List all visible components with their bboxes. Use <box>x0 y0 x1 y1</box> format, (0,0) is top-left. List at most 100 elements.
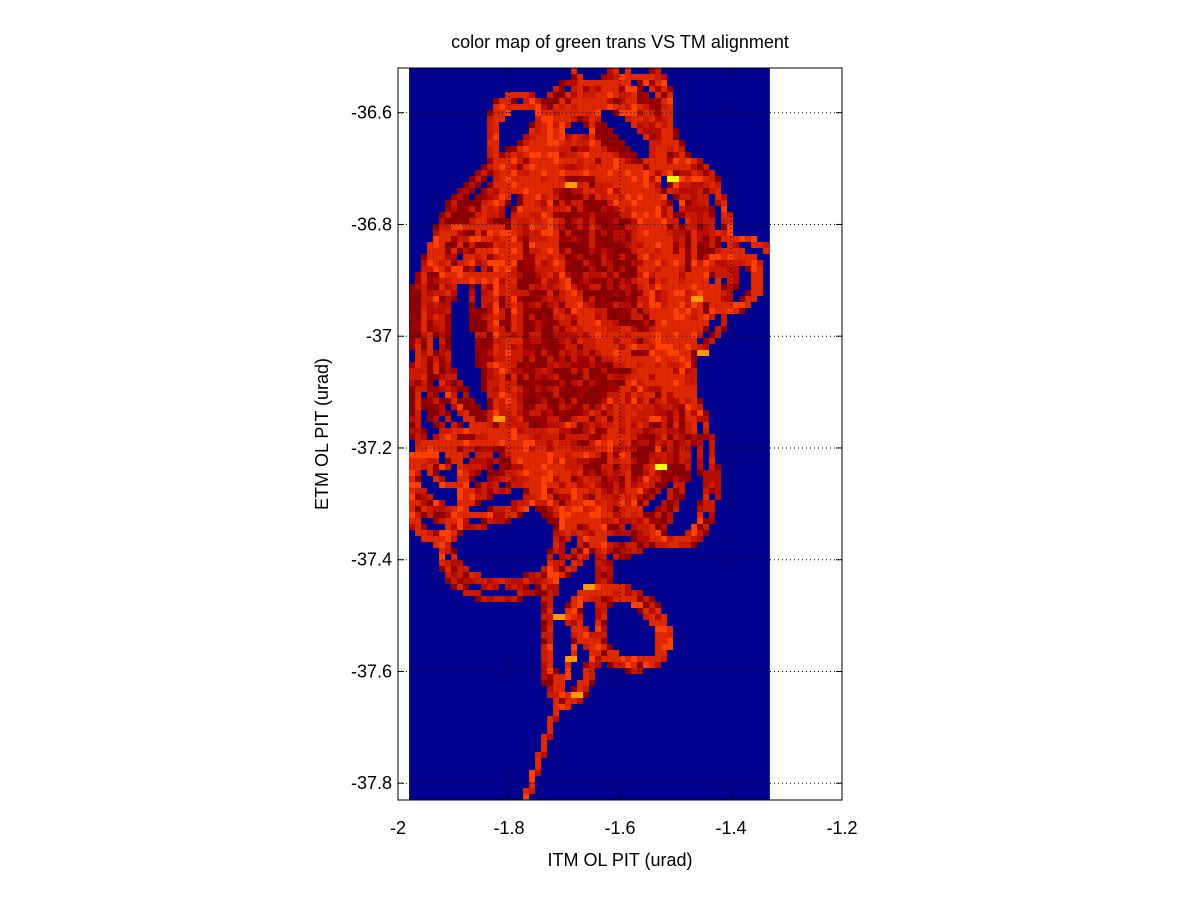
heatmap-cell <box>649 542 656 548</box>
heatmap-cell <box>589 500 596 506</box>
heatmap-cell <box>667 512 674 518</box>
heatmap-cell <box>499 356 506 362</box>
heatmap-cell <box>607 296 614 302</box>
heatmap-cell <box>505 326 512 332</box>
heatmap-cell <box>583 116 590 122</box>
heatmap-cell <box>415 482 422 488</box>
heatmap-cell <box>685 290 692 296</box>
heatmap-cell <box>655 194 662 200</box>
heatmap-cell <box>535 434 542 440</box>
heatmap-cell <box>577 446 584 452</box>
heatmap-cell <box>643 92 650 98</box>
heatmap-cell <box>517 272 524 278</box>
heatmap-cell <box>673 338 680 344</box>
heatmap-cell <box>529 272 536 278</box>
heatmap-cell <box>589 440 596 446</box>
heatmap-cell <box>583 500 590 506</box>
heatmap-cell <box>703 470 710 476</box>
heatmap-cell <box>643 242 650 248</box>
heatmap-cell <box>505 110 512 116</box>
heatmap-cell <box>493 488 500 494</box>
heatmap-cell <box>631 230 638 236</box>
heatmap-cell <box>637 542 644 548</box>
heatmap-cell <box>553 446 560 452</box>
heatmap-cell <box>475 176 482 182</box>
heatmap-cell <box>565 356 572 362</box>
heatmap-cell <box>739 236 746 242</box>
heatmap-cell <box>595 362 602 368</box>
heatmap-cell <box>439 212 446 218</box>
heatmap-cell <box>637 488 644 494</box>
heatmap-cell <box>679 320 686 326</box>
heatmap-cell <box>601 212 608 218</box>
heatmap-cell <box>505 482 512 488</box>
heatmap-cell <box>505 506 512 512</box>
heatmap-cell <box>673 266 680 272</box>
heatmap-cell <box>625 356 632 362</box>
heatmap-cell <box>559 692 566 698</box>
heatmap-cell <box>619 458 626 464</box>
heatmap-cell <box>457 200 464 206</box>
heatmap-cell <box>607 158 614 164</box>
heatmap-cell <box>511 302 518 308</box>
heatmap-cell <box>637 104 644 110</box>
heatmap-cell <box>643 536 650 542</box>
heatmap-cell <box>499 452 506 458</box>
heatmap-cell <box>517 164 524 170</box>
heatmap-cell <box>499 476 506 482</box>
heatmap-cell <box>565 254 572 260</box>
heatmap-cell <box>619 332 626 338</box>
heatmap-cell <box>451 404 458 410</box>
heatmap-cell <box>601 224 608 230</box>
heatmap-cell <box>721 200 728 206</box>
heatmap-cell <box>595 320 602 326</box>
heatmap-cell <box>487 386 494 392</box>
heatmap-cell <box>487 266 494 272</box>
heatmap-cell <box>691 248 698 254</box>
heatmap-cell <box>685 392 692 398</box>
heatmap-cell <box>517 506 524 512</box>
heatmap-cell <box>409 398 416 404</box>
heatmap-cell <box>673 308 680 314</box>
heatmap-cell <box>475 422 482 428</box>
heatmap-cell <box>415 362 422 368</box>
heatmap-cell <box>625 308 632 314</box>
heatmap-cell <box>559 128 566 134</box>
heatmap-cell <box>529 98 536 104</box>
heatmap-cell <box>535 104 542 110</box>
heatmap-cell <box>577 434 584 440</box>
heatmap-cell <box>595 128 602 134</box>
heatmap-cell <box>601 92 608 98</box>
heatmap-cell <box>733 278 740 284</box>
heatmap-cell <box>559 428 566 434</box>
heatmap-cell <box>463 200 470 206</box>
heatmap-cell <box>481 356 488 362</box>
heatmap-cell <box>619 242 626 248</box>
heatmap-cell <box>613 530 620 536</box>
heatmap-cell <box>595 386 602 392</box>
heatmap-cell <box>475 260 482 266</box>
heatmap-cell <box>553 248 560 254</box>
heatmap-cell <box>481 236 488 242</box>
heatmap-cell <box>571 368 578 374</box>
heatmap-cell <box>655 644 662 650</box>
heatmap-cell <box>505 458 512 464</box>
heatmap-cell <box>739 260 746 266</box>
heatmap-cell <box>565 524 572 530</box>
heatmap-cell <box>469 290 476 296</box>
heatmap-cell <box>571 470 578 476</box>
heatmap-cell <box>523 140 530 146</box>
heatmap-cell <box>631 254 638 260</box>
heatmap-cell <box>421 356 428 362</box>
heatmap-cell <box>529 392 536 398</box>
heatmap-cell <box>433 248 440 254</box>
heatmap-cell <box>649 188 656 194</box>
heatmap-cell <box>439 290 446 296</box>
heatmap-cell <box>697 452 704 458</box>
heatmap-cell <box>529 326 536 332</box>
heatmap-cell <box>589 212 596 218</box>
heatmap-cell <box>631 470 638 476</box>
heatmap-cell <box>667 158 674 164</box>
heatmap-cell <box>763 242 770 248</box>
heatmap-cell <box>547 722 554 728</box>
